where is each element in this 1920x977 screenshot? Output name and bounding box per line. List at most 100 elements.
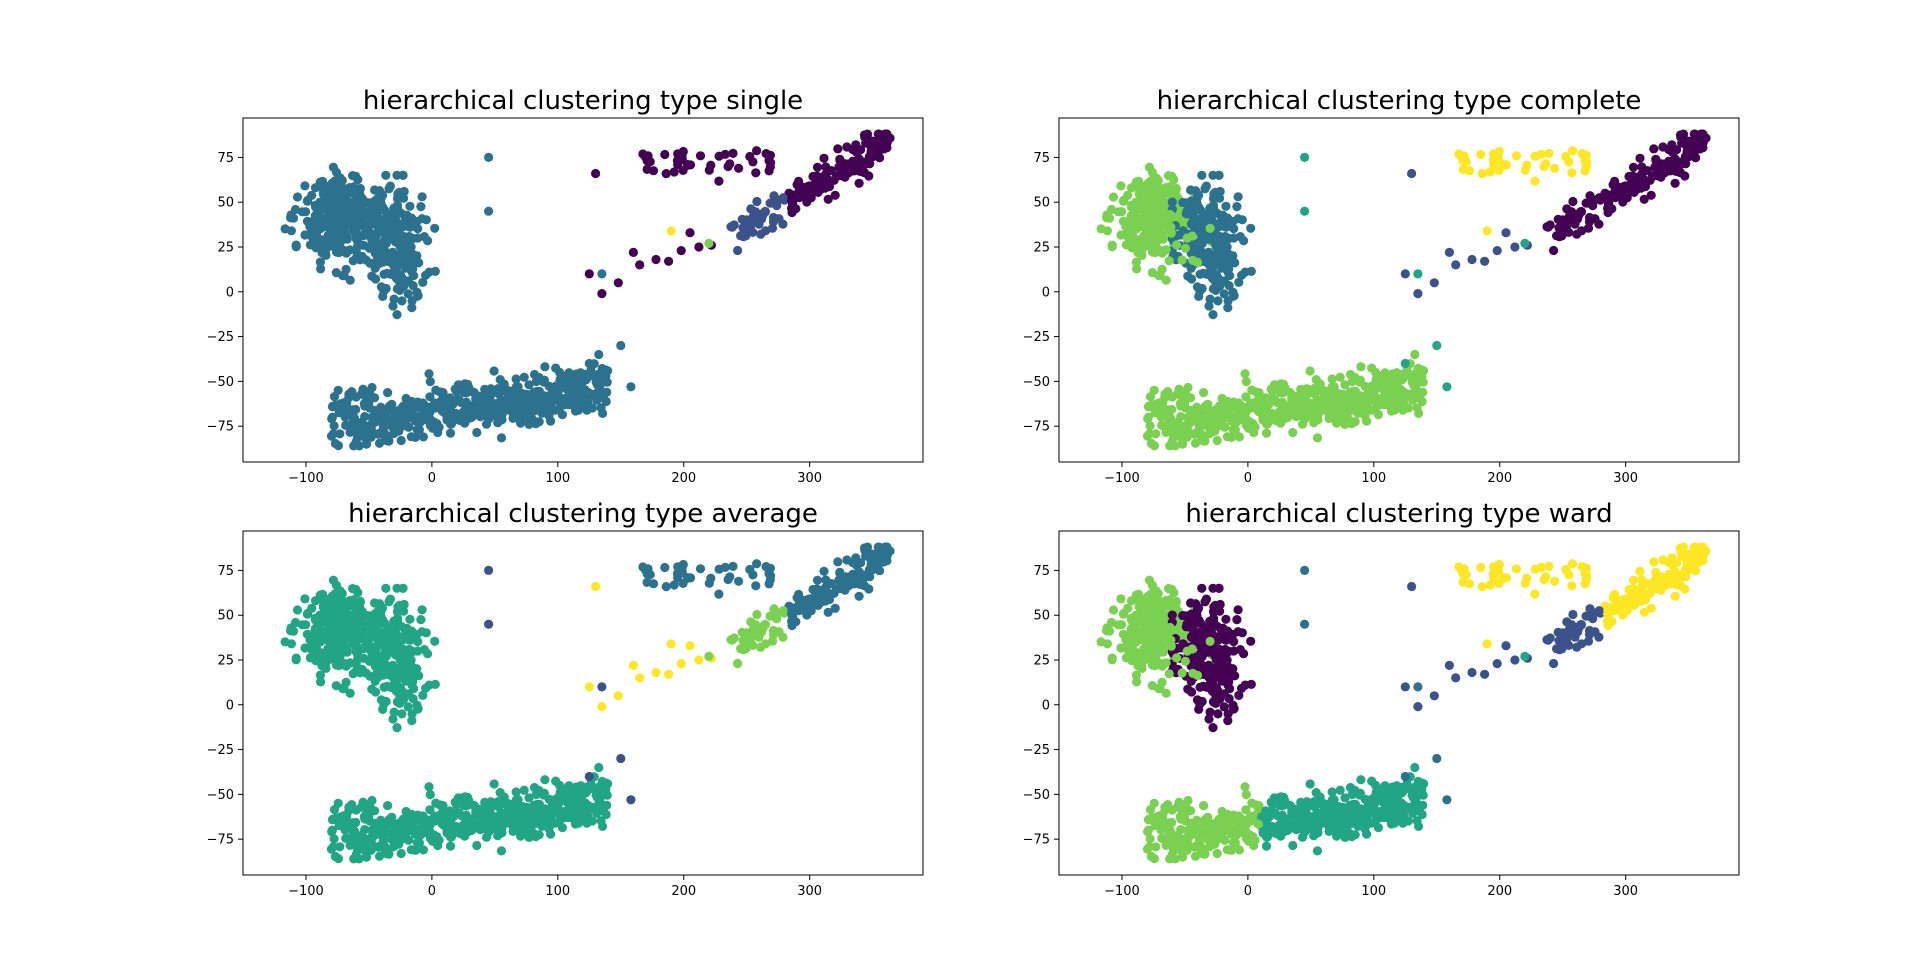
- scatter-point: [378, 827, 388, 837]
- scatter-point: [424, 782, 434, 792]
- scatter-point: [751, 207, 761, 217]
- scatter-point: [1181, 816, 1191, 826]
- scatter-point: [833, 557, 843, 567]
- scatter-point: [1362, 829, 1372, 839]
- scatter-point: [1236, 408, 1246, 418]
- scatter-point: [1167, 171, 1177, 181]
- scatter-point: [371, 687, 381, 697]
- scatter-point: [601, 809, 611, 820]
- scatter-point: [513, 813, 523, 823]
- scatter-point: [286, 623, 296, 633]
- scatter-point: [1153, 588, 1163, 599]
- scatter-point: [377, 662, 387, 672]
- scatter-point: [1167, 584, 1177, 594]
- scatter-point: [862, 542, 873, 552]
- scatter-point: [1186, 263, 1196, 273]
- scatter-point: [1372, 813, 1382, 823]
- scatter-point: [549, 383, 559, 393]
- scatter-point: [1522, 160, 1532, 170]
- scatter-point: [503, 801, 513, 811]
- scatter-point: [1510, 242, 1520, 252]
- scatter-point: [1334, 413, 1344, 423]
- scatter-point: [1148, 658, 1158, 668]
- scatter-point: [1166, 603, 1177, 613]
- scatter-point: [1209, 204, 1219, 214]
- scatter-point: [1432, 340, 1442, 351]
- scatter-point: [1102, 639, 1112, 649]
- scatter-point: [409, 271, 419, 281]
- scatter-point: [1399, 398, 1409, 408]
- scatter-point: [1210, 650, 1220, 660]
- scatter-point: [475, 825, 485, 835]
- scatter-point: [1246, 636, 1256, 646]
- scatter-point: [1312, 846, 1323, 856]
- scatter-point: [1329, 795, 1339, 805]
- scatter-point: [327, 217, 337, 227]
- scatter-point: [583, 398, 593, 408]
- scatter-point: [350, 635, 360, 645]
- scatter-point: [300, 643, 310, 653]
- scatter-point: [1568, 196, 1578, 207]
- scatter-point: [475, 808, 485, 818]
- scatter-point: [1561, 220, 1571, 230]
- scatter-point: [1633, 182, 1643, 192]
- scatter-point: [417, 192, 427, 202]
- scatter-point: [1202, 646, 1212, 656]
- scatter-point: [484, 206, 494, 216]
- scatter-point: [1536, 149, 1546, 159]
- scatter-point: [1142, 240, 1152, 250]
- scatter-point: [315, 670, 325, 680]
- scatter-point: [1477, 169, 1487, 179]
- scatter-point: [1208, 194, 1219, 204]
- scatter-point: [1107, 240, 1117, 250]
- scatter-point: [1476, 149, 1486, 160]
- scatter-point: [778, 632, 788, 642]
- scatter-point: [351, 610, 361, 620]
- y-tick-label: −25: [207, 330, 234, 345]
- scatter-point: [802, 610, 812, 620]
- scatter-point: [676, 246, 686, 256]
- scatter-point: [1342, 825, 1352, 835]
- scatter-point: [1151, 842, 1161, 852]
- scatter-point: [720, 149, 730, 159]
- scatter-point: [1205, 294, 1215, 304]
- scatter-point: [568, 384, 578, 395]
- scatter-point: [381, 583, 391, 593]
- scatter-point: [430, 679, 440, 689]
- scatter-point: [302, 216, 312, 226]
- scatter-point: [1160, 392, 1170, 402]
- scatter-point: [584, 682, 594, 692]
- scatter-point: [394, 237, 404, 247]
- x-tick-label: 200: [671, 471, 696, 486]
- scatter-point: [1340, 380, 1350, 390]
- scatter-point: [1382, 370, 1392, 380]
- scatter-point: [414, 838, 424, 848]
- scatter-point: [414, 258, 424, 268]
- scatter-point: [1232, 615, 1242, 625]
- scatter-point: [508, 826, 518, 836]
- scatter-point: [1347, 789, 1357, 800]
- scatter-point: [584, 358, 594, 369]
- scatter-point: [761, 149, 771, 159]
- scatter-point: [526, 825, 536, 835]
- scatter-point: [334, 648, 344, 658]
- scatter-point: [1223, 716, 1233, 726]
- scatter-point: [1567, 168, 1577, 178]
- scatter-point: [1177, 668, 1187, 678]
- scatter-point: [1313, 415, 1323, 425]
- scatter-point: [1329, 382, 1339, 392]
- scatter-point: [1198, 632, 1208, 642]
- scatter-point: [1230, 838, 1240, 848]
- scatter-point: [751, 168, 761, 178]
- scatter-point: [764, 166, 774, 176]
- scatter-point: [508, 413, 518, 423]
- scatter-point: [405, 614, 415, 624]
- scatter-point: [1266, 384, 1276, 394]
- scatter-point: [584, 269, 594, 279]
- scatter-point: [388, 660, 398, 670]
- scatter-point: [328, 429, 338, 439]
- scatter-point: [1202, 233, 1212, 243]
- scatter-point: [1237, 270, 1247, 280]
- scatter-point: [376, 605, 386, 615]
- scatter-point: [1123, 190, 1133, 200]
